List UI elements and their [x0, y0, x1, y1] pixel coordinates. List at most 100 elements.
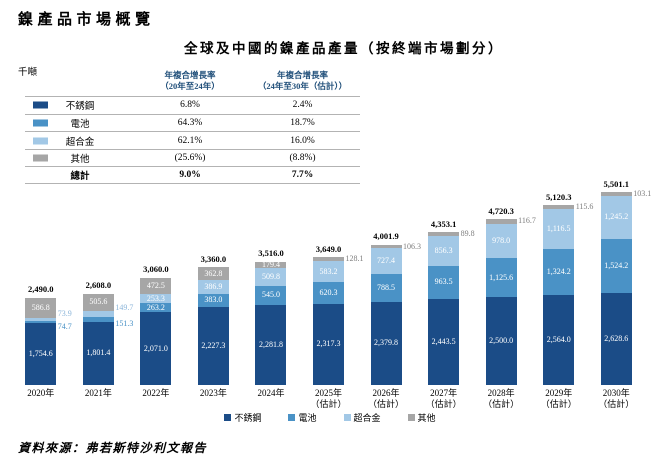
segment-value-label: 2,628.6 — [604, 333, 629, 343]
cagr-header-24-30-line2: （24年至30年（估計）） — [257, 81, 348, 92]
cagr-24-30-value: 7.7% — [291, 170, 314, 181]
bar-segment — [25, 320, 57, 324]
legend-item: 其他 — [407, 411, 436, 424]
cagr-header-20-24: 年複合增長率 （20年至24年） — [135, 70, 245, 92]
x-axis-label-year: 2027年 — [430, 388, 458, 398]
bar-total-label: 2,490.0 — [28, 284, 54, 295]
series-color-swatch — [33, 101, 48, 109]
cagr-header-24-30-line1: 年複合增長率 — [276, 70, 328, 80]
series-color-swatch — [33, 137, 48, 145]
table-row: 電池 64.3% 18.7% — [25, 113, 360, 132]
bar-segment — [428, 232, 460, 236]
bar-column: 103.1 5,501.1 2,628.6 1,524.2 1,245.2 — [587, 175, 651, 385]
bar-segment: 383.0 — [197, 293, 229, 307]
segment-value-label: 472.5 — [146, 280, 165, 290]
bar-segment: 586.8 — [25, 297, 57, 319]
bar-total-label: 4,001.9 — [373, 231, 399, 242]
bar-segment: 583.2 — [313, 261, 344, 282]
bar-segment: 263.2 — [140, 302, 172, 313]
segment-value-label: 1,116.5 — [546, 223, 571, 233]
x-axis-label: 2023年 — [185, 388, 243, 411]
segment-value-label: 179.4 — [261, 259, 280, 269]
row-label-cell: 電池 — [25, 116, 135, 130]
legend-label: 其他 — [417, 413, 436, 423]
bar-segment — [600, 192, 632, 196]
bar-segment — [485, 219, 517, 224]
bar-total-label: 5,501.1 — [603, 178, 629, 189]
x-axis: 2020年 2021年 2022年 2023年 2024年 2025年 （估計） 2026年（… — [0, 388, 660, 411]
row-label: 不銹鋼 — [65, 102, 95, 113]
legend-label: 電池 — [298, 413, 317, 423]
segment-value-label: 1,801.4 — [86, 348, 111, 358]
legend-item: 電池 — [288, 411, 317, 424]
bar-segment: 2,564.0 — [543, 295, 575, 385]
x-axis-label-estimate: （估計） — [598, 399, 635, 410]
segment-value-label: 2,500.0 — [489, 336, 514, 346]
cagr-header-20-24-line2: （20年至24年） — [160, 81, 220, 92]
bar-segment: 505.6 — [82, 293, 114, 312]
segment-value-label: 2,317.3 — [316, 339, 341, 349]
segment-value-label: 1,324.2 — [546, 266, 571, 276]
source-line: 資料來源：弗若斯特沙利文報告 — [18, 441, 208, 455]
segment-value-label-outside: 151.3 — [115, 319, 134, 329]
bar-segment — [543, 205, 575, 210]
cagr-header-24-30: 年複合增長率 （24年至30年（估計）） — [245, 70, 360, 92]
bar-total-label: 4,353.1 — [430, 218, 457, 229]
segment-value-label: 253.3 — [146, 293, 165, 303]
x-axis-label-year: 2023年 — [199, 388, 227, 398]
x-axis-label-year: 2029年 — [545, 388, 573, 398]
bar-segment: 2,379.8 — [370, 301, 402, 385]
cagr-table: 年複合增長率 （20年至24年） 年複合增長率 （24年至30年（估計）） 不銹… — [25, 70, 360, 185]
stacked-bar: 2,317.3 620.3 583.2 — [313, 256, 344, 385]
bar-segment — [82, 316, 114, 322]
bar-segment: 2,443.5 — [428, 299, 460, 385]
x-axis-label: 2021年 — [70, 388, 128, 411]
segment-value-label-outside: 115.6 — [575, 202, 594, 212]
bar-segment: 1,125.6 — [485, 257, 517, 298]
table-row: 超合金 62.1% 16.0% — [25, 131, 360, 149]
segment-value-label: 583.2 — [319, 266, 338, 276]
bar-segment: 2,317.3 — [313, 303, 344, 385]
row-label: 電池 — [70, 119, 90, 130]
bar-segment: 856.3 — [428, 235, 460, 266]
stacked-bar: 2,564.0 1,324.2 1,116.5 — [543, 205, 575, 385]
bar-segment: 1,116.5 — [543, 209, 575, 249]
bar-column: 106.3 4,001.9 2,379.8 788.5 727.4 — [357, 175, 421, 385]
segment-value-label: 263.2 — [146, 302, 165, 312]
segment-value-label: 978.0 — [492, 235, 511, 245]
bar-total-label: 3,516.0 — [258, 248, 284, 259]
x-axis-label: 2025年 （估計） — [300, 388, 358, 411]
x-axis-label-estimate: （估計） — [310, 399, 347, 410]
legend-swatch — [343, 414, 351, 421]
table-row: 總計 9.0% 7.7% — [25, 166, 360, 185]
bar-segment: 1,524.2 — [600, 239, 632, 293]
stacked-bar: 2,281.8 545.0 509.8 179.4 — [255, 259, 287, 385]
segment-value-label-outside: 103.1 — [633, 188, 652, 198]
segment-value-label-outside: 128.1 — [345, 254, 364, 264]
stacked-bar: 1,754.6 586.8 — [25, 297, 57, 385]
bar-total-label: 3,060.0 — [143, 264, 169, 275]
stacked-bar: 2,628.6 1,524.2 1,245.2 — [600, 192, 632, 385]
bar-segment: 788.5 — [370, 273, 402, 302]
x-axis-label: 2030年 （估計） — [587, 388, 645, 411]
bar-segment: 1,245.2 — [600, 195, 632, 240]
segment-value-label: 2,281.8 — [258, 339, 283, 349]
bar-segment: 620.3 — [313, 281, 344, 304]
segment-value-label: 727.4 — [377, 256, 396, 266]
segment-value-label-outside: 149.7 — [115, 302, 134, 312]
x-axis-label-year: 2030年 — [602, 388, 630, 398]
bar-total-label: 3,360.0 — [200, 253, 227, 264]
bar-segment: 2,281.8 — [255, 304, 287, 385]
bar-segment — [370, 244, 402, 249]
series-color-swatch — [33, 119, 48, 127]
segment-value-label: 856.3 — [434, 245, 453, 255]
segment-value-label: 788.5 — [377, 282, 396, 292]
legend-label: 超合金 — [353, 413, 381, 423]
page-title: 鎳產品市場概覽 — [18, 12, 155, 28]
cagr-20-24-value: 9.0% — [179, 170, 201, 181]
bar-column: 115.6 5,120.3 2,564.0 1,324.2 1,116.5 — [530, 175, 593, 385]
bar-segment: 2,500.0 — [485, 297, 517, 385]
bar-column: 128.1 3,649.0 2,317.3 620.3 583.2 — [300, 175, 364, 385]
x-axis-label-year: 2028年 — [487, 388, 515, 398]
cagr-20-24-value: 6.8% — [180, 100, 200, 111]
